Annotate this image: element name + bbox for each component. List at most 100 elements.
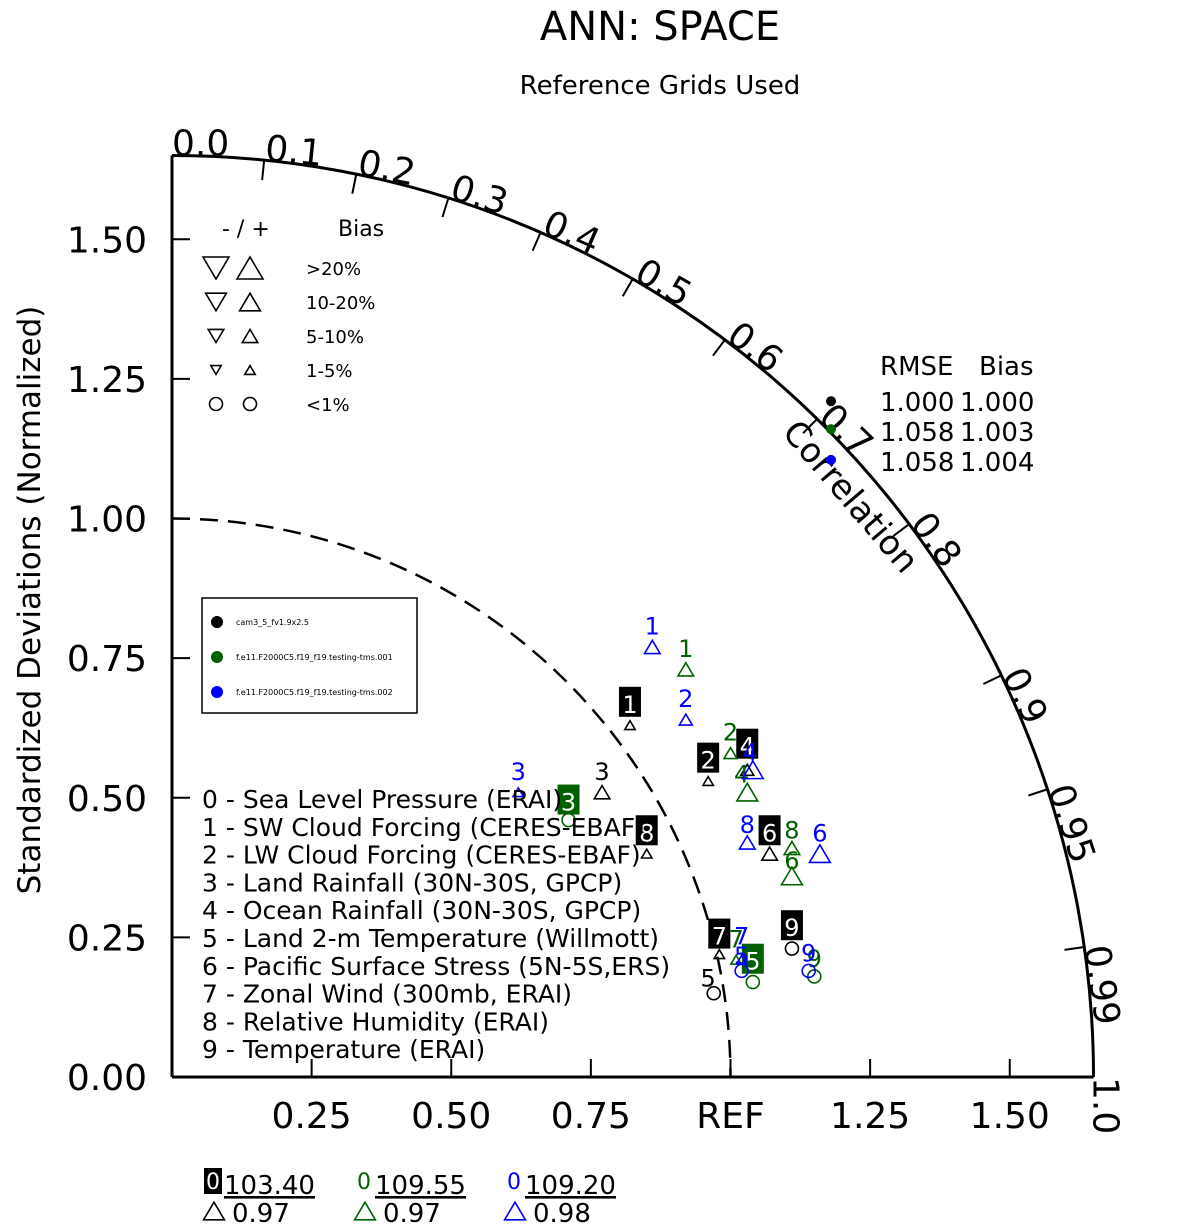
correlation-tick-mark <box>712 339 726 357</box>
x-tick-label: REF <box>696 1096 764 1137</box>
y-tick-label: 0.50 <box>67 779 147 820</box>
data-point-label: 2 <box>701 747 716 775</box>
data-point-label: 6 <box>762 819 777 847</box>
data-point-label: 5 <box>701 964 716 992</box>
data-point-marker <box>712 948 726 960</box>
footer-id-box <box>204 1168 222 1194</box>
correlation-tick-label: 0.0 <box>172 124 229 165</box>
bias-legend-circle <box>208 396 224 412</box>
x-tick-label: 0.25 <box>272 1096 352 1137</box>
bias-legend-label: 5-10% <box>306 327 364 348</box>
data-point-label: 3 <box>561 789 576 817</box>
data-point-label-box <box>736 728 759 759</box>
summary-dot <box>826 396 837 407</box>
correlation-tick-mark <box>351 173 358 194</box>
footer-value: 103.40 <box>224 1171 315 1201</box>
data-point-marker <box>801 963 816 979</box>
series-legend-swatch <box>211 616 223 628</box>
bias-legend-up-triangle <box>238 291 262 312</box>
data-point-label: 6 <box>812 819 827 847</box>
data-point-label-box <box>780 910 803 941</box>
y-tick-label: 0.75 <box>67 639 147 680</box>
rmse-value: 1.058 <box>880 418 954 448</box>
bias-header: Bias <box>979 352 1034 382</box>
data-point-label: 2 <box>723 719 738 747</box>
bias-value: 1.000 <box>960 388 1034 418</box>
summary-dot <box>826 424 837 435</box>
correlation-tick-label: 0.1 <box>263 128 324 174</box>
correlation-tick-mark <box>441 197 450 218</box>
data-point-label-box <box>758 815 781 846</box>
data-point-marker <box>701 775 715 787</box>
data-point-label-box <box>557 784 580 815</box>
chart-title: ANN: SPACE <box>540 4 780 50</box>
data-point-label: 1 <box>678 635 693 663</box>
data-point-label: 5 <box>745 948 760 976</box>
series-legend-swatch <box>211 651 223 663</box>
series-legend-label: f.e11.F2000C5.f19_f19.testing-tms.001 <box>236 653 393 662</box>
data-point-marker <box>735 953 749 965</box>
bias-legend-label: <1% <box>306 395 350 416</box>
correlation-tick-label: 0.95 <box>1039 779 1103 868</box>
data-point-label: 8 <box>740 811 755 839</box>
data-point-label: 4 <box>734 761 749 789</box>
correlation-tick-mark <box>1028 788 1048 797</box>
data-point-marker <box>738 834 757 850</box>
data-point-marker <box>782 839 802 856</box>
bias-legend-label: 10-20% <box>306 293 375 314</box>
y-tick-label: 0.25 <box>67 918 147 959</box>
y-tick-label: 1.50 <box>67 220 147 261</box>
data-point-marker <box>592 783 612 800</box>
footer-id: 0 <box>206 1170 220 1195</box>
data-point-marker <box>511 786 525 798</box>
variable-legend-item: 5 - Land 2-m Temperature (Willmott) <box>202 924 659 953</box>
correlation-tick-label: 0.2 <box>355 143 419 195</box>
x-tick-label: 0.50 <box>411 1096 491 1137</box>
data-point-marker <box>722 745 739 760</box>
correlation-tick-mark <box>802 418 818 434</box>
variable-legend-item: 4 - Ocean Rainfall (30N-30S, GPCP) <box>202 896 641 925</box>
variable-legend-item: 7 - Zonal Wind (300mb, ERAI) <box>202 980 572 1009</box>
y-tick-label: 0.00 <box>67 1058 147 1099</box>
data-point-marker <box>808 843 832 864</box>
data-point-label: 2 <box>678 685 693 713</box>
data-point-label-box <box>708 918 731 949</box>
correlation-tick-label: 0.5 <box>628 251 698 315</box>
correlation-tick-mark <box>531 232 542 252</box>
data-point-label: 7 <box>728 925 743 953</box>
data-point-marker <box>784 941 800 956</box>
bias-legend-down-triangle <box>204 292 228 313</box>
data-point-marker <box>806 969 822 984</box>
correlation-tick-label: 0.9 <box>993 661 1055 730</box>
data-point-marker <box>676 661 696 677</box>
data-point-marker <box>677 712 694 726</box>
correlation-tick-label: 0.3 <box>446 167 513 223</box>
rmse-value: 1.058 <box>880 448 954 478</box>
summary-dot <box>826 454 837 465</box>
bias-legend-down-triangle <box>209 364 223 376</box>
data-point-label: 9 <box>801 939 816 967</box>
footer-id: 0 <box>357 1170 371 1195</box>
series-legend-swatch <box>211 686 223 698</box>
data-point-label: 1 <box>645 613 660 641</box>
data-point-marker <box>643 638 662 655</box>
bias-legend-up-triangle <box>240 327 260 344</box>
data-point-label: 4 <box>742 738 757 766</box>
bias-legend-down-triangle <box>206 328 226 345</box>
bias-value: 1.003 <box>960 418 1034 448</box>
data-point-marker <box>735 781 760 802</box>
data-point-label: 3 <box>511 758 526 786</box>
data-point-marker <box>623 719 637 731</box>
correlation-tick-mark <box>1064 946 1085 951</box>
footer-score: 0.97 <box>232 1199 290 1227</box>
correlation-tick-mark <box>892 523 910 537</box>
x-tick-label: 0.75 <box>551 1096 631 1137</box>
data-point-label: 8 <box>639 819 654 847</box>
data-point-label-box <box>697 742 720 773</box>
bias-legend-up-triangle <box>235 255 265 280</box>
footer-value: 109.20 <box>525 1171 616 1201</box>
data-point-label-box <box>635 815 658 846</box>
data-point-marker <box>640 847 654 859</box>
rmse-value: 1.000 <box>880 388 954 418</box>
